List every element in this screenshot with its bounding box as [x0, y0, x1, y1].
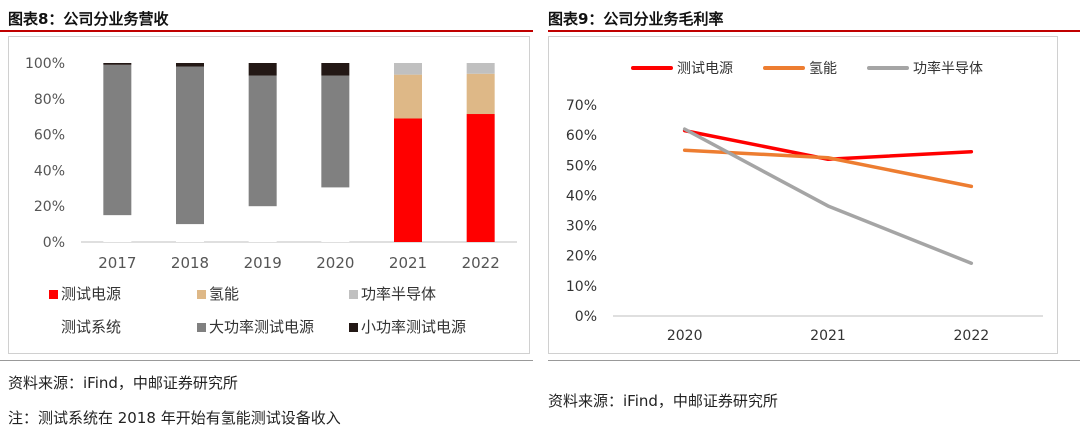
- gross-margin-svg: 0% 10% 20% 30% 40% 50% 60% 70% 2020 2021 2022 测试电源 氢…: [566, 60, 1043, 344]
- legend-label: 氢能: [209, 285, 239, 303]
- legend-swatch: [49, 290, 58, 299]
- bar-segment: [248, 206, 277, 242]
- y-tick-label: 20%: [34, 199, 65, 215]
- x-tick-label: 2022: [954, 328, 990, 344]
- bar-segment: [394, 63, 422, 75]
- legend-label: 功率半导体: [361, 285, 436, 303]
- y-tick-label: 20%: [566, 249, 597, 265]
- legend-swatch: [349, 323, 358, 332]
- series-line: [682, 128, 974, 162]
- bar-segment: [466, 114, 495, 242]
- legend-label: 小功率测试电源: [361, 318, 466, 336]
- y-tick-label: 80%: [34, 92, 65, 108]
- x-tick-label: 2021: [810, 328, 846, 344]
- source-note-right: 资料来源：iFind，中邮证券研究所: [548, 392, 778, 410]
- y-tick-label: 50%: [566, 158, 597, 174]
- bar-segment: [176, 63, 204, 67]
- bar-segment: [103, 215, 132, 242]
- x-tick-label: 2021: [389, 254, 427, 272]
- series-line: [682, 127, 974, 265]
- y-tick-label: 100%: [25, 56, 65, 72]
- legend-label: 测试电源: [677, 61, 733, 77]
- legend-label: 大功率测试电源: [209, 318, 314, 336]
- revenue-share-svg: 0% 20% 40% 60% 80% 100% 2017 2018 2019 2020 2021 20…: [25, 56, 517, 336]
- bar-segment: [103, 63, 132, 65]
- legend-label: 氢能: [809, 61, 837, 77]
- y-tick-label: 0%: [575, 309, 597, 325]
- divider-right: [548, 360, 1080, 361]
- y-tick-label: 60%: [566, 128, 597, 144]
- y-tick-label: 70%: [566, 98, 597, 114]
- bar-segment: [176, 66, 204, 225]
- revenue-share-chart: 0% 20% 40% 60% 80% 100% 2017 2018 2019 2020 2021 20…: [8, 36, 530, 354]
- source-note-left: 资料来源：iFind，中邮证券研究所: [8, 374, 238, 392]
- legend-swatch: [197, 323, 206, 332]
- title-rule-right: [548, 30, 1080, 32]
- bar-segment: [176, 224, 204, 242]
- legend-label: 测试系统: [61, 318, 121, 336]
- bar-segment: [248, 75, 277, 207]
- title-rule-left: [0, 30, 533, 32]
- y-tick-label: 40%: [34, 163, 65, 179]
- x-tick-label: 2017: [98, 254, 136, 272]
- y-tick-label: 40%: [566, 188, 597, 204]
- bar-segment: [321, 63, 350, 76]
- bar-segment: [321, 75, 350, 188]
- y-tick-label: 0%: [43, 235, 65, 251]
- divider-left: [0, 360, 533, 361]
- x-tick-label: 2019: [244, 254, 282, 272]
- gross-margin-chart: 0% 10% 20% 30% 40% 50% 60% 70% 2020 2021 2022 测试电源 氢…: [548, 36, 1058, 354]
- legend-label: 功率半导体: [913, 60, 983, 77]
- legend-label: 测试电源: [61, 285, 121, 303]
- x-tick-label: 2020: [667, 328, 703, 344]
- bar-segment: [321, 187, 350, 242]
- footnote-left: 注：测试系统在 2018 年开始有氢能测试设备收入: [8, 409, 341, 427]
- y-tick-label: 30%: [566, 219, 597, 235]
- series-line: [682, 148, 974, 189]
- x-tick-label: 2022: [462, 254, 500, 272]
- x-tick-label: 2020: [316, 254, 354, 272]
- y-tick-label: 60%: [34, 128, 65, 144]
- bar-segment: [466, 73, 495, 115]
- legend-swatch: [349, 290, 358, 299]
- chart1-title: 图表8：公司分业务营收: [8, 10, 169, 28]
- bar-segment: [248, 63, 277, 76]
- bar-segment: [394, 118, 422, 242]
- bar-segment: [466, 63, 495, 74]
- bar-segment: [103, 64, 132, 216]
- y-tick-label: 10%: [566, 279, 597, 295]
- chart2-title: 图表9：公司分业务毛利率: [548, 10, 724, 28]
- x-tick-label: 2018: [171, 254, 209, 272]
- bar-segment: [394, 74, 422, 119]
- legend-swatch: [197, 290, 206, 299]
